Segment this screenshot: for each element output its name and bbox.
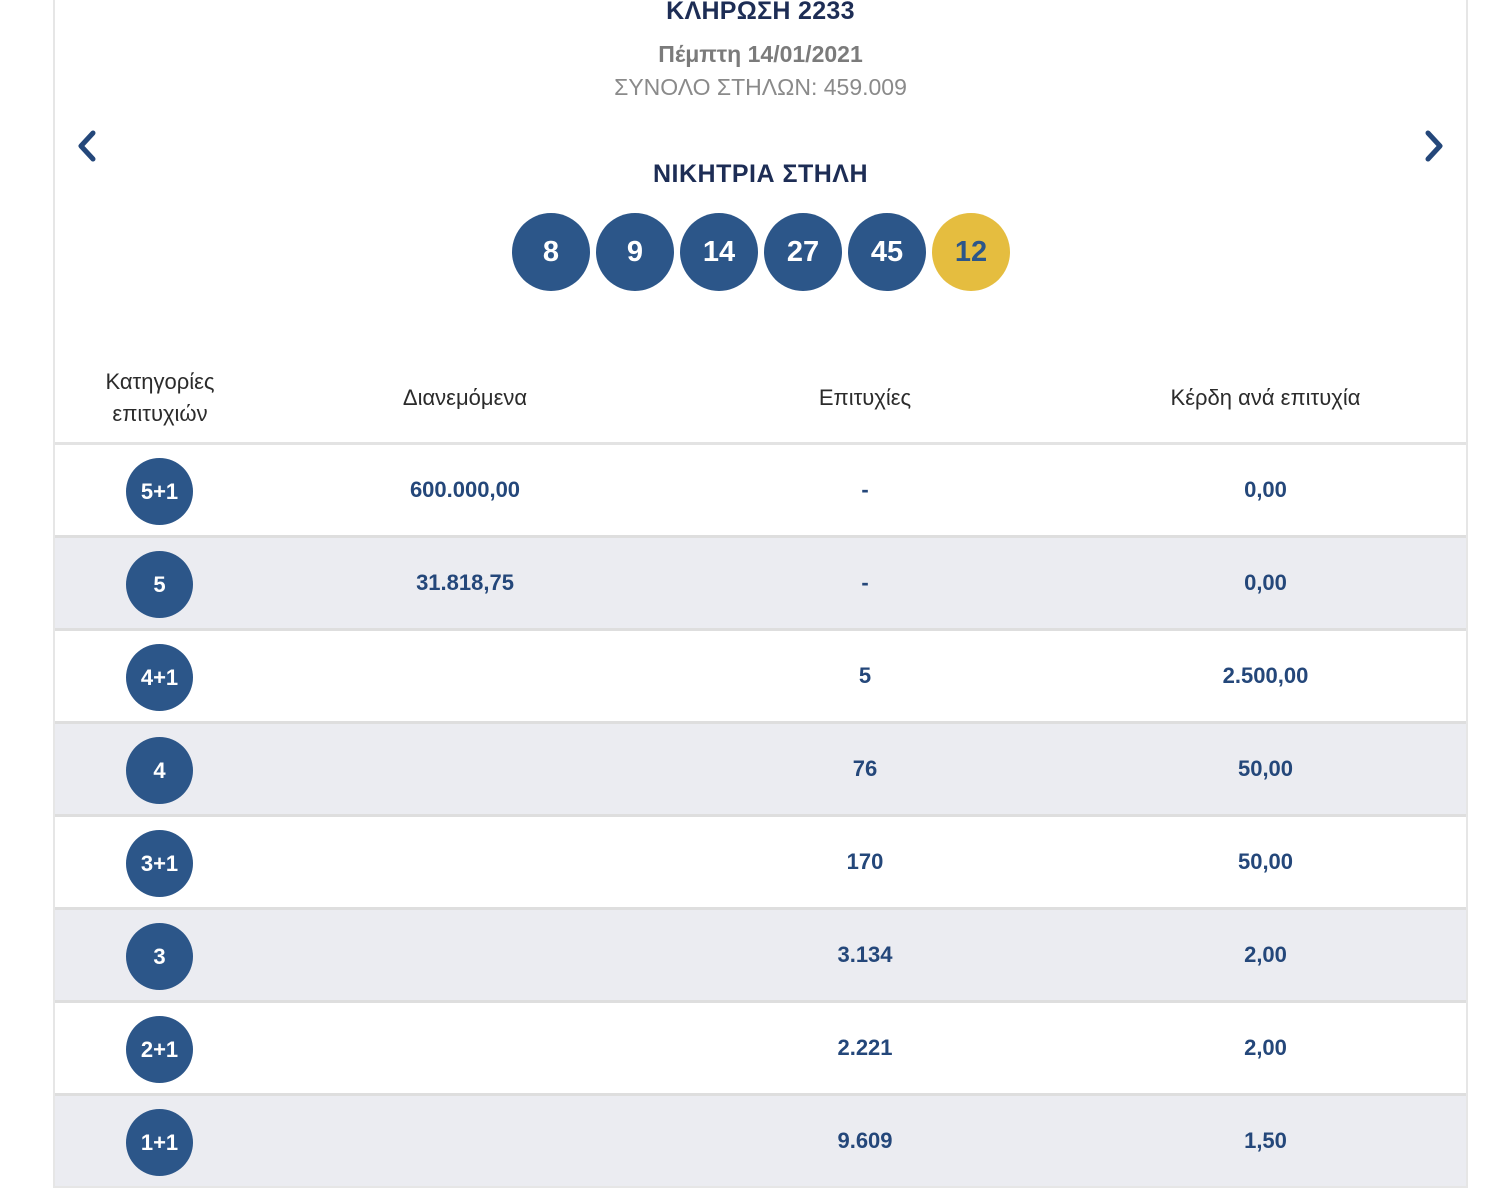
prize-cell: 50,00: [1237, 756, 1294, 781]
table-row: 1+1 9.609 1,50: [55, 1096, 1466, 1186]
winners-cell: 170: [846, 849, 884, 874]
table-row: 2+1 2.221 2,00: [55, 1003, 1466, 1096]
distributed-cell: 600.000,00: [409, 477, 521, 502]
distributed-cell: [265, 1096, 665, 1186]
distributed-cell: [265, 631, 665, 721]
number-ball: 8: [512, 213, 590, 291]
number-ball: 14: [680, 213, 758, 291]
table-row: 5 31.818,75 - 0,00: [55, 538, 1466, 631]
winning-numbers: 8 9 14 27 45 12: [512, 213, 1010, 291]
distributed-cell: 31.818,75: [416, 570, 514, 595]
table-row: 3+1 170 50,00: [55, 817, 1466, 910]
prize-cell: 2.500,00: [1222, 663, 1309, 688]
category-badge: 3+1: [126, 830, 193, 897]
header-category: Κατηγορίες επιτυχιών: [55, 366, 265, 430]
number-ball: 45: [848, 213, 926, 291]
header-category-line1: Κατηγορίες: [105, 369, 215, 394]
prize-cell: 50,00: [1237, 849, 1294, 874]
prize-cell: 2,00: [1244, 942, 1287, 967]
table-row: 3 3.134 2,00: [55, 910, 1466, 1003]
winners-cell: -: [861, 477, 869, 502]
table-row: 4 76 50,00: [55, 724, 1466, 817]
chevron-right-icon[interactable]: [1418, 128, 1448, 164]
joker-ball: 12: [932, 213, 1010, 291]
category-badge: 5+1: [126, 458, 193, 525]
winners-cell: -: [861, 570, 869, 595]
category-badge: 5: [126, 551, 193, 618]
prize-cell: 2,00: [1244, 1035, 1287, 1060]
winning-column-title: ΝΙΚΗΤΡΙΑ ΣΤΗΛΗ: [652, 160, 869, 188]
distributed-cell: [265, 910, 665, 1000]
winners-cell: 5: [858, 663, 872, 688]
table-row: 5+1 600.000,00 - 0,00: [55, 445, 1466, 538]
draw-title: ΚΛΗΡΩΣΗ 2233: [666, 0, 855, 25]
winners-cell: 3.134: [837, 942, 893, 967]
category-badge: 2+1: [126, 1016, 193, 1083]
category-badge: 3: [126, 923, 193, 990]
prize-cell: 0,00: [1244, 477, 1287, 502]
winners-cell: 76: [852, 756, 878, 781]
prize-cell: 0,00: [1244, 570, 1287, 595]
total-columns: ΣΥΝΟΛΟ ΣΤΗΛΩΝ: 459.009: [614, 74, 907, 100]
prize-cell: 1,50: [1244, 1128, 1287, 1153]
winners-cell: 9.609: [837, 1128, 893, 1153]
category-badge: 4+1: [126, 644, 193, 711]
prize-table-body: 5+1 600.000,00 - 0,00 5 31.818,75 - 0,00…: [55, 445, 1466, 1186]
chevron-left-icon[interactable]: [73, 128, 103, 164]
header-winners: Επιτυχίες: [818, 385, 912, 410]
distributed-cell: [265, 1003, 665, 1093]
distributed-cell: [265, 817, 665, 907]
number-ball: 27: [764, 213, 842, 291]
header-distributed: Διανεμόμενα: [402, 385, 528, 410]
prize-table-header: Κατηγορίες επιτυχιών Διανεμόμενα Επιτυχί…: [55, 366, 1466, 445]
header-prize-per-winner: Κέρδη ανά επιτυχία: [1170, 385, 1361, 410]
header-category-line2: επιτυχιών: [112, 401, 208, 426]
number-ball: 9: [596, 213, 674, 291]
winners-cell: 2.221: [837, 1035, 893, 1060]
distributed-cell: [265, 724, 665, 814]
category-badge: 1+1: [126, 1109, 193, 1176]
draw-date: Πέμπτη 14/01/2021: [658, 41, 863, 67]
draw-results-card: ΚΛΗΡΩΣΗ 2233 Πέμπτη 14/01/2021 ΣΥΝΟΛΟ ΣΤ…: [53, 0, 1468, 1188]
table-row: 4+1 5 2.500,00: [55, 631, 1466, 724]
category-badge: 4: [126, 737, 193, 804]
